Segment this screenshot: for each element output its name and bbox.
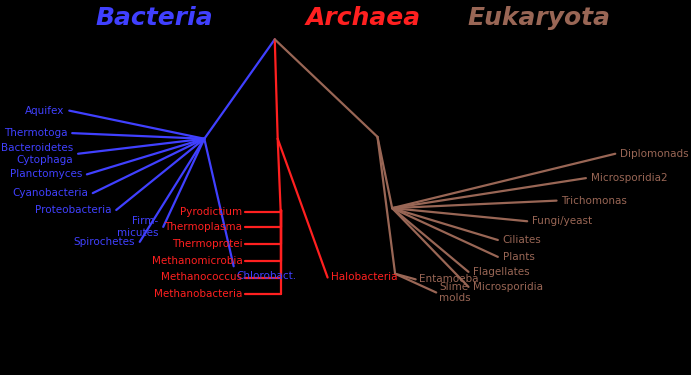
Text: Thermoprotei: Thermoprotei bbox=[172, 239, 243, 249]
Text: Plants: Plants bbox=[502, 252, 534, 262]
Text: Spirochetes: Spirochetes bbox=[73, 237, 135, 247]
Text: Trichomonas: Trichomonas bbox=[561, 196, 627, 206]
Text: Thermoplasma: Thermoplasma bbox=[164, 222, 243, 232]
Text: Diplomonads: Diplomonads bbox=[620, 149, 688, 159]
Text: Planctomyces: Planctomyces bbox=[10, 170, 82, 179]
Text: Ciliates: Ciliates bbox=[502, 235, 541, 245]
Text: Firm-
micutes: Firm- micutes bbox=[117, 216, 158, 238]
Text: Slime
molds: Slime molds bbox=[439, 282, 471, 303]
Text: Bacteroidetes
Cytophaga: Bacteroidetes Cytophaga bbox=[1, 143, 73, 165]
Text: Microsporidia: Microsporidia bbox=[473, 282, 543, 292]
Text: Proteobacteria: Proteobacteria bbox=[35, 205, 111, 215]
Text: Thermotoga: Thermotoga bbox=[4, 128, 68, 138]
Text: Bacteria: Bacteria bbox=[95, 6, 214, 30]
Text: Aquifex: Aquifex bbox=[25, 106, 64, 116]
Text: Pyrodictium: Pyrodictium bbox=[180, 207, 243, 217]
Text: Microsporidia2: Microsporidia2 bbox=[591, 173, 668, 183]
Text: Methanococcus: Methanococcus bbox=[161, 273, 243, 282]
Text: Flagellates: Flagellates bbox=[473, 267, 530, 277]
Text: Halobacteria: Halobacteria bbox=[330, 273, 397, 282]
Text: Eukaryota: Eukaryota bbox=[467, 6, 610, 30]
Text: Cyanobacteria: Cyanobacteria bbox=[12, 188, 88, 198]
Text: Archaea: Archaea bbox=[305, 6, 420, 30]
Text: Entamoeba: Entamoeba bbox=[419, 274, 478, 284]
Text: Chlorobact.: Chlorobact. bbox=[236, 271, 296, 280]
Text: Fungi/yeast: Fungi/yeast bbox=[532, 216, 592, 226]
Text: Methanomicrobia: Methanomicrobia bbox=[152, 256, 243, 266]
Text: Methanobacteria: Methanobacteria bbox=[154, 290, 243, 299]
